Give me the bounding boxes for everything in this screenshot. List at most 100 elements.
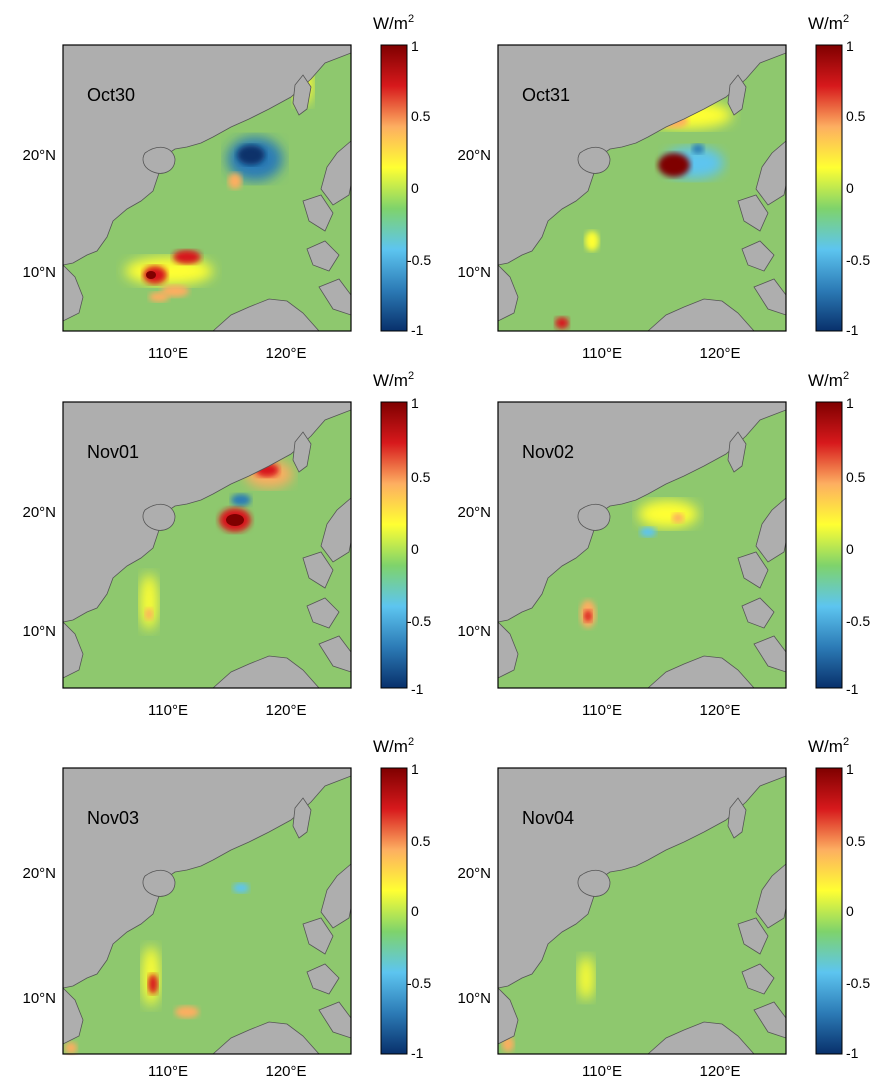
- land-china: [62, 401, 352, 623]
- land-china: [497, 401, 787, 623]
- colorbar-tick-label: 0.5: [411, 108, 431, 124]
- land-china: [497, 44, 787, 266]
- panel-label: Nov01: [87, 442, 139, 462]
- colorbar-tick-label: 1: [411, 761, 419, 777]
- colorbar: W/m2 1 0.5 0 -0.5 -1: [373, 13, 431, 338]
- land-philippines: [302, 863, 352, 1039]
- y-tick-label-10n: 10°N: [457, 623, 491, 640]
- map-frame: [62, 401, 352, 689]
- axis-labels: 20°N 10°N 20°N 10°N 110°E 120°E 110°E 12…: [22, 147, 740, 1080]
- colorbar: W/m2 1 0.5 0 -0.5 -1: [808, 736, 870, 1061]
- anomaly-positive-broad: [638, 500, 698, 528]
- y-tick-label-20n: 20°N: [457, 504, 491, 521]
- x-tick-label-110e: 110°E: [582, 1063, 622, 1080]
- map-frame: [497, 401, 787, 689]
- colorbar-tick-label: 0.5: [846, 833, 866, 849]
- y-tick-label-20n: 20°N: [457, 147, 491, 164]
- map-frame: [497, 767, 787, 1055]
- colorbar-tick-label: 0.5: [411, 833, 431, 849]
- colorbar-tick-label: -0.5: [846, 252, 870, 268]
- land-taiwan: [292, 74, 312, 116]
- land-philippines: [302, 497, 352, 673]
- land-hainan: [577, 869, 611, 897]
- land-hainan: [142, 869, 176, 897]
- anomaly-negative: [692, 144, 704, 154]
- land-philippines: [737, 497, 787, 673]
- anomaly-positive: [140, 574, 158, 630]
- y-tick-label-20n: 20°N: [22, 147, 56, 164]
- anomaly-positive: [148, 974, 158, 994]
- anomaly-positive: [149, 292, 169, 302]
- x-tick-label-110e: 110°E: [582, 345, 622, 362]
- y-tick-label-10n: 10°N: [22, 264, 56, 281]
- panel-nov02: Nov02: [497, 401, 787, 689]
- panel-label: Oct30: [87, 85, 135, 105]
- colorbar-unit: W/m2: [808, 736, 849, 756]
- colorbar: W/m2 1 0.5 0 -0.5 -1: [808, 370, 870, 697]
- anomaly-positive: [175, 1006, 199, 1018]
- land-philippines: [737, 863, 787, 1039]
- land-taiwan: [727, 431, 747, 473]
- colorbar-unit: W/m2: [808, 13, 849, 33]
- anomaly-positive: [173, 250, 201, 264]
- colorbar-tick-label: 0: [411, 180, 419, 196]
- land-china: [62, 44, 352, 266]
- x-tick-label-110e: 110°E: [148, 702, 188, 719]
- colorbar-tick-label: 0: [411, 903, 419, 919]
- land-taiwan: [727, 74, 747, 116]
- colorbar-unit: W/m2: [808, 370, 849, 390]
- colorbar-unit: W/m2: [373, 736, 414, 756]
- anomaly-positive: [161, 285, 189, 297]
- anomaly-positive: [672, 513, 684, 523]
- land-hainan: [142, 503, 176, 531]
- colorbar-tick-label: -0.5: [407, 975, 431, 991]
- colorbar-tick-label: 1: [846, 395, 854, 411]
- map-frame: [62, 767, 352, 1055]
- colorbar-tick-label: 0.5: [846, 469, 866, 485]
- anomaly-negative-core: [237, 145, 265, 165]
- y-tick-label-10n: 10°N: [457, 264, 491, 281]
- x-tick-label-120e: 120°E: [265, 1063, 306, 1080]
- anomaly-positive: [578, 956, 594, 1000]
- land-borneo: [211, 655, 320, 689]
- panel-label: Nov03: [87, 808, 139, 828]
- x-tick-label-110e: 110°E: [148, 345, 188, 362]
- colorbar-tick-label: 1: [411, 38, 419, 54]
- colorbar-tick-label: -1: [846, 681, 859, 697]
- y-tick-label-20n: 20°N: [22, 504, 56, 521]
- panel-nov03: Nov03: [62, 767, 352, 1055]
- colorbar-unit: W/m2: [373, 370, 414, 390]
- land-hainan: [142, 146, 176, 174]
- anomaly-positive: [145, 608, 153, 620]
- anomaly-positive: [228, 173, 242, 189]
- colorbar-tick-label: 0.5: [846, 108, 866, 124]
- land-borneo: [646, 298, 755, 332]
- colorbar-tick-label: 1: [846, 761, 854, 777]
- colorbar: W/m2 1 0.5 0 -0.5 -1: [373, 370, 431, 697]
- anomaly-positive: [584, 610, 592, 622]
- x-tick-label-120e: 120°E: [265, 345, 306, 362]
- anomaly-patches: [580, 500, 698, 628]
- colorbar-tick-label: 0: [411, 541, 419, 557]
- colorbar-tick-label: 1: [411, 395, 419, 411]
- x-tick-label-120e: 120°E: [699, 1063, 740, 1080]
- colorbar-tick-label: -1: [846, 322, 859, 338]
- panel-label: Nov02: [522, 442, 574, 462]
- colorbar-tick-label: -0.5: [846, 975, 870, 991]
- x-tick-label-120e: 120°E: [699, 702, 740, 719]
- colorbar-tick-label: -0.5: [846, 613, 870, 629]
- colorbar-unit: W/m2: [373, 13, 414, 33]
- land-hainan: [577, 146, 611, 174]
- colorbar-tick-label: 0: [846, 541, 854, 557]
- anomaly-positive: [555, 317, 569, 329]
- land-borneo: [211, 1021, 320, 1055]
- colorbar-tick-label: -0.5: [407, 613, 431, 629]
- land-philippines: [737, 140, 787, 316]
- colorbar: W/m2 1 0.5 0 -0.5 -1: [808, 13, 870, 338]
- land-taiwan: [292, 797, 312, 839]
- colorbar: W/m2 1 0.5 0 -0.5 -1: [373, 736, 431, 1061]
- anomaly-positive: [65, 1042, 77, 1054]
- land-taiwan: [727, 797, 747, 839]
- anomaly-negative: [231, 494, 251, 506]
